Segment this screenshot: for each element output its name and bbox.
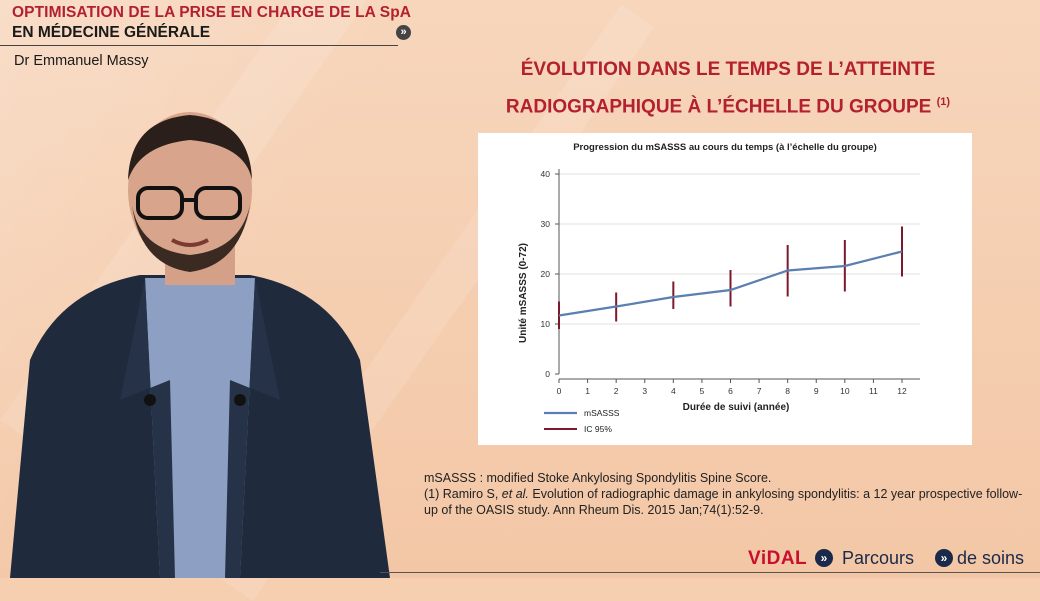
y-axis-label: Unité mSASSS (0-72) — [518, 243, 529, 343]
slide-title: ÉVOLUTION DANS LE TEMPS DE L’ATTEINTE RA… — [440, 53, 1016, 123]
legend-label-ic95: IC 95% — [584, 424, 612, 434]
chevron-right-icon: » — [935, 549, 953, 567]
x-tick-label: 10 — [840, 386, 850, 396]
y-tick-label: 20 — [541, 269, 551, 279]
y-tick-label: 40 — [541, 169, 551, 179]
reference-etal: et al. — [501, 487, 529, 501]
chart-legend: mSASSS IC 95% — [544, 408, 620, 434]
reference-authors: (1) Ramiro S, — [424, 487, 502, 501]
header-divider — [0, 45, 398, 46]
slide-title-line1: ÉVOLUTION DANS LE TEMPS DE L’ATTEINTE — [520, 59, 936, 80]
x-tick-label: 8 — [785, 386, 790, 396]
chart-svg: Progression du mSASSS au cours du temps … — [518, 142, 920, 434]
x-tick-label: 3 — [642, 386, 647, 396]
error-bars — [558, 226, 903, 329]
y-tick-label: 0 — [545, 369, 550, 379]
video-header: OPTIMISATION DE LA PRISE EN CHARGE DE LA… — [0, 0, 415, 46]
x-axis-label: Durée de suivi (année) — [683, 402, 790, 413]
x-tick-label: 5 — [700, 386, 705, 396]
x-tick-label: 11 — [869, 386, 878, 396]
presenter-name: Dr Emmanuel Massy — [14, 53, 149, 69]
chart-axes — [558, 169, 920, 380]
x-tick-label: 4 — [671, 386, 676, 396]
chart-title: Progression du mSASSS au cours du temps … — [573, 142, 877, 153]
legend-label-mSASSS: mSASSS — [584, 408, 620, 418]
course-title-line1: OPTIMISATION DE LA PRISE EN CHARGE DE LA… — [12, 4, 412, 21]
y-tick-label: 30 — [541, 219, 551, 229]
slide-title-ref: (1) — [936, 96, 951, 108]
series-lines — [558, 250, 903, 317]
chart-card: Progression du mSASSS au cours du temps … — [478, 133, 972, 445]
course-title-line2: EN MÉDECINE GÉNÉRALE — [12, 24, 211, 41]
x-tick-label: 2 — [614, 386, 619, 396]
slide-title-line2-text: RADIOGRAPHIQUE À L’ÉCHELLE DU GROUPE — [505, 96, 932, 118]
x-tick-label: 0 — [557, 386, 562, 396]
footer-divider — [380, 572, 1040, 573]
x-tick-label: 7 — [757, 386, 762, 396]
footnote-definition: mSASSS : modified Stoke Ankylosing Spond… — [424, 471, 772, 485]
series-line-mSASSS — [558, 250, 903, 317]
de-soins-label: de soins — [957, 548, 1025, 568]
presenter-video — [10, 112, 390, 578]
x-tick-label: 1 — [585, 386, 590, 396]
x-tick-label: 9 — [814, 386, 819, 396]
vidal-logo: ViDAL — [748, 548, 808, 569]
chart-grid — [559, 173, 920, 325]
slide-title-line2: RADIOGRAPHIQUE À L’ÉCHELLE DU GROUPE (1) — [440, 86, 1016, 123]
y-tick-label: 10 — [541, 319, 551, 329]
x-tick-label: 6 — [728, 386, 733, 396]
x-tick-label: 12 — [897, 386, 907, 396]
next-chevron-icon[interactable]: » — [396, 25, 411, 40]
parcours-label: Parcours — [842, 548, 915, 568]
chevron-right-icon: » — [815, 549, 833, 567]
reference-details: Evolution of radiographic damage in anky… — [424, 487, 1023, 517]
footnotes: mSASSS : modified Stoke Ankylosing Spond… — [424, 470, 1024, 518]
footnote-reference: (1) Ramiro S, et al. Evolution of radiog… — [424, 486, 1024, 518]
